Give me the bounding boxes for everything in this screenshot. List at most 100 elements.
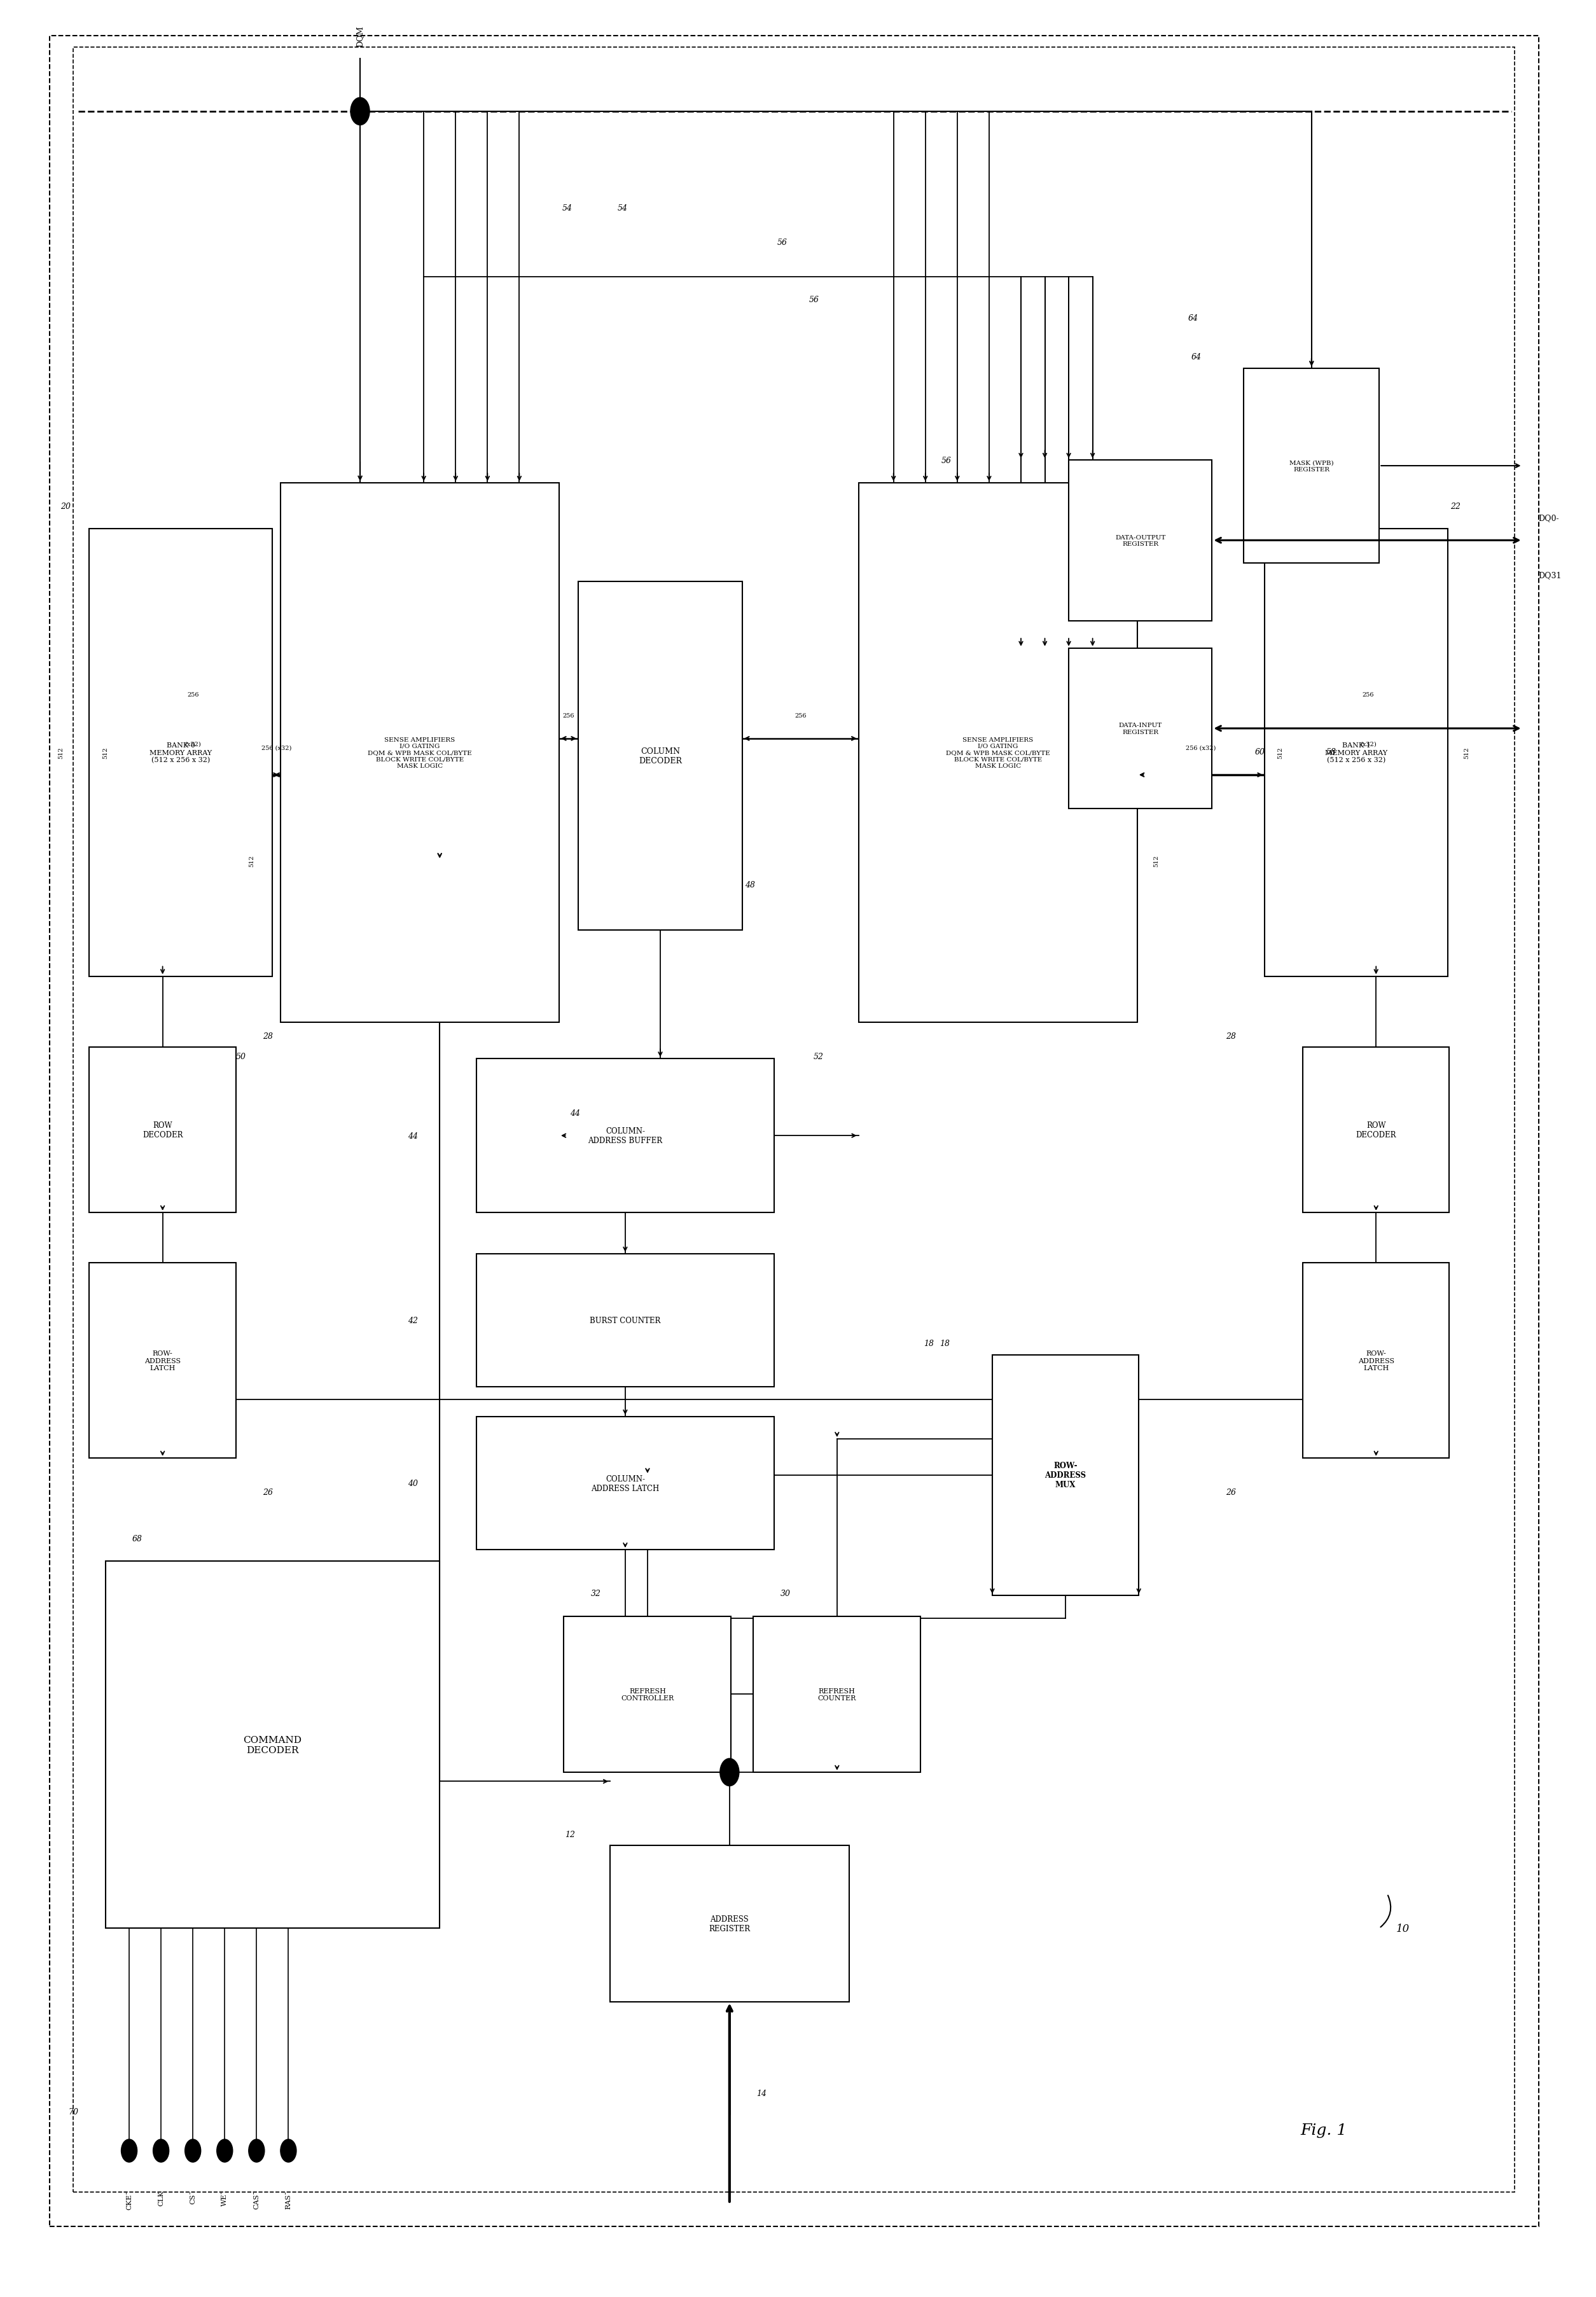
Text: (x32): (x32) bbox=[1360, 742, 1376, 747]
Text: 48: 48 bbox=[745, 880, 755, 889]
Text: 60: 60 bbox=[1254, 747, 1266, 756]
Bar bbox=[563, 1617, 731, 1773]
Bar bbox=[281, 482, 559, 1022]
Text: BURST COUNTER: BURST COUNTER bbox=[591, 1316, 661, 1325]
Circle shape bbox=[217, 2139, 233, 2161]
Bar bbox=[1069, 648, 1211, 809]
Text: BANK 0
MEMORY ARRAY
(512 x 256 x 32): BANK 0 MEMORY ARRAY (512 x 256 x 32) bbox=[150, 742, 212, 763]
Bar bbox=[1302, 1047, 1449, 1213]
Bar bbox=[89, 528, 273, 976]
Text: 26: 26 bbox=[1226, 1488, 1237, 1498]
Bar bbox=[578, 581, 742, 930]
Text: 22: 22 bbox=[1451, 503, 1460, 510]
Text: 256: 256 bbox=[1363, 691, 1374, 698]
Text: 256: 256 bbox=[563, 712, 575, 719]
Circle shape bbox=[720, 1760, 739, 1787]
Text: CAS¯: CAS¯ bbox=[254, 2189, 260, 2210]
Text: 512: 512 bbox=[102, 747, 109, 758]
Bar bbox=[89, 1263, 236, 1459]
Text: 58: 58 bbox=[1326, 747, 1336, 756]
Text: COMMAND
DECODER: COMMAND DECODER bbox=[243, 1734, 302, 1755]
Text: 64: 64 bbox=[1187, 315, 1199, 322]
Text: ADDRESS
REGISTER: ADDRESS REGISTER bbox=[709, 1916, 750, 1932]
Text: SENSE AMPLIFIERS
I/O GATING
DQM & WPB MASK COL/BYTE
BLOCK WRITE COL/BYTE
MASK LO: SENSE AMPLIFIERS I/O GATING DQM & WPB MA… bbox=[367, 737, 472, 769]
Text: 54: 54 bbox=[618, 204, 627, 211]
Bar bbox=[1302, 1263, 1449, 1459]
Text: 512: 512 bbox=[1278, 747, 1283, 758]
Text: 256: 256 bbox=[187, 691, 200, 698]
Text: 32: 32 bbox=[591, 1590, 600, 1599]
Bar bbox=[476, 1254, 774, 1387]
Text: 26: 26 bbox=[263, 1488, 273, 1498]
Text: CKE¯: CKE¯ bbox=[126, 2189, 132, 2210]
Text: 54: 54 bbox=[562, 204, 573, 211]
Text: 512: 512 bbox=[57, 747, 64, 758]
Bar bbox=[476, 1417, 774, 1550]
Text: 20: 20 bbox=[61, 503, 70, 510]
Text: DATA-OUTPUT
REGISTER: DATA-OUTPUT REGISTER bbox=[1116, 535, 1165, 547]
Text: WE¯: WE¯ bbox=[222, 2189, 228, 2205]
Bar bbox=[1243, 370, 1379, 563]
Text: 56: 56 bbox=[777, 239, 787, 246]
Text: 256 (x32): 256 (x32) bbox=[262, 744, 292, 751]
Bar bbox=[859, 482, 1138, 1022]
Text: DQM: DQM bbox=[356, 25, 364, 46]
Text: 512: 512 bbox=[1154, 854, 1159, 866]
Text: DQ31: DQ31 bbox=[1539, 572, 1562, 579]
Bar bbox=[105, 1562, 439, 1927]
Text: MASK (WPB)
REGISTER: MASK (WPB) REGISTER bbox=[1290, 459, 1334, 473]
Text: 14: 14 bbox=[757, 2090, 766, 2097]
Text: 10: 10 bbox=[1396, 1923, 1409, 1934]
Text: ROW
DECODER: ROW DECODER bbox=[142, 1121, 184, 1139]
Text: 70: 70 bbox=[69, 2109, 78, 2116]
Bar bbox=[476, 1059, 774, 1213]
Text: 44: 44 bbox=[570, 1109, 579, 1116]
Text: 42: 42 bbox=[407, 1316, 418, 1325]
Bar bbox=[1069, 459, 1211, 620]
Text: (x32): (x32) bbox=[185, 742, 201, 747]
Text: 12: 12 bbox=[565, 1831, 576, 1838]
Bar bbox=[993, 1355, 1140, 1596]
Text: 30: 30 bbox=[780, 1590, 790, 1599]
Text: 68: 68 bbox=[132, 1534, 142, 1544]
Text: ROW-
ADDRESS
MUX: ROW- ADDRESS MUX bbox=[1045, 1461, 1087, 1488]
Text: 44: 44 bbox=[407, 1132, 418, 1139]
Text: 512: 512 bbox=[249, 854, 255, 866]
Text: 40: 40 bbox=[407, 1479, 418, 1488]
Text: BANK 1
MEMORY ARRAY
(512 x 256 x 32): BANK 1 MEMORY ARRAY (512 x 256 x 32) bbox=[1325, 742, 1387, 763]
Text: REFRESH
CONTROLLER: REFRESH CONTROLLER bbox=[621, 1688, 674, 1702]
Circle shape bbox=[153, 2139, 169, 2161]
Text: 28: 28 bbox=[1226, 1031, 1237, 1041]
Circle shape bbox=[351, 99, 370, 126]
Text: COLUMN-
ADDRESS BUFFER: COLUMN- ADDRESS BUFFER bbox=[587, 1128, 662, 1144]
Bar bbox=[89, 1047, 236, 1213]
Bar bbox=[610, 1847, 849, 2001]
Text: ROW
DECODER: ROW DECODER bbox=[1357, 1121, 1396, 1139]
Bar bbox=[1264, 528, 1448, 976]
Text: Fig. 1: Fig. 1 bbox=[1301, 2122, 1347, 2139]
Text: DATA-INPUT
REGISTER: DATA-INPUT REGISTER bbox=[1119, 724, 1162, 735]
Circle shape bbox=[121, 2139, 137, 2161]
Text: ROW-
ADDRESS
LATCH: ROW- ADDRESS LATCH bbox=[144, 1351, 180, 1371]
Text: SENSE AMPLIFIERS
I/O GATING
DQM & WPB MASK COL/BYTE
BLOCK WRITE COL/BYTE
MASK LO: SENSE AMPLIFIERS I/O GATING DQM & WPB MA… bbox=[946, 737, 1050, 769]
Text: 18: 18 bbox=[940, 1339, 950, 1348]
Text: 256 (x32): 256 (x32) bbox=[1186, 744, 1216, 751]
Text: COLUMN
DECODER: COLUMN DECODER bbox=[638, 747, 681, 765]
Text: 56: 56 bbox=[809, 296, 819, 303]
Text: 64: 64 bbox=[1191, 354, 1202, 361]
Text: 52: 52 bbox=[814, 1052, 824, 1061]
Text: 28: 28 bbox=[263, 1031, 273, 1041]
Circle shape bbox=[185, 2139, 201, 2161]
Text: 50: 50 bbox=[236, 1052, 246, 1061]
Text: ROW-
ADDRESS
LATCH: ROW- ADDRESS LATCH bbox=[1358, 1351, 1395, 1371]
Bar bbox=[753, 1617, 921, 1773]
Text: COLUMN-
ADDRESS LATCH: COLUMN- ADDRESS LATCH bbox=[591, 1475, 659, 1493]
Text: RAS¯: RAS¯ bbox=[286, 2189, 292, 2207]
Text: REFRESH
COUNTER: REFRESH COUNTER bbox=[817, 1688, 855, 1702]
Text: DQ0-: DQ0- bbox=[1539, 515, 1559, 521]
Circle shape bbox=[249, 2139, 265, 2161]
Circle shape bbox=[281, 2139, 297, 2161]
Text: CLK: CLK bbox=[158, 2189, 164, 2205]
Text: CS¯: CS¯ bbox=[190, 2189, 196, 2203]
Text: 512: 512 bbox=[1464, 747, 1470, 758]
